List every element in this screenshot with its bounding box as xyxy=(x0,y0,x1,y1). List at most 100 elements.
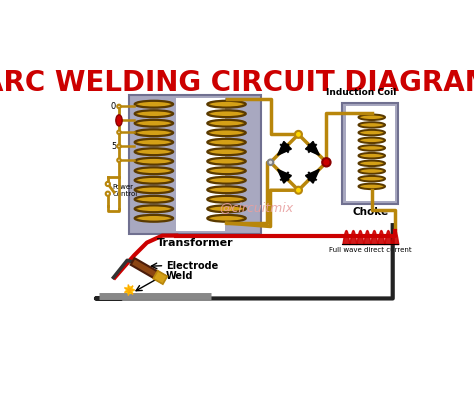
Circle shape xyxy=(106,182,110,186)
Polygon shape xyxy=(306,142,319,156)
Ellipse shape xyxy=(207,149,246,156)
Ellipse shape xyxy=(207,130,246,137)
Ellipse shape xyxy=(207,158,246,165)
Ellipse shape xyxy=(211,169,242,174)
Text: ARC WELDING CIRCUIT DIAGRAM: ARC WELDING CIRCUIT DIAGRAM xyxy=(0,69,474,97)
Text: Full wave direct current: Full wave direct current xyxy=(329,247,412,253)
Ellipse shape xyxy=(135,168,173,175)
Ellipse shape xyxy=(207,187,246,194)
Ellipse shape xyxy=(207,120,246,128)
Circle shape xyxy=(106,192,110,196)
Ellipse shape xyxy=(138,159,170,164)
Ellipse shape xyxy=(361,154,383,158)
Text: 5: 5 xyxy=(111,142,116,151)
Circle shape xyxy=(117,119,121,123)
Ellipse shape xyxy=(207,168,246,175)
Ellipse shape xyxy=(138,140,170,146)
Ellipse shape xyxy=(358,115,385,121)
Circle shape xyxy=(126,287,133,294)
Bar xyxy=(176,99,225,231)
Bar xyxy=(129,95,262,235)
Circle shape xyxy=(117,159,121,162)
Bar xyxy=(342,104,398,205)
Ellipse shape xyxy=(207,111,246,118)
Ellipse shape xyxy=(116,115,122,127)
Ellipse shape xyxy=(207,101,246,108)
Ellipse shape xyxy=(211,140,242,146)
Ellipse shape xyxy=(138,131,170,136)
Ellipse shape xyxy=(138,102,170,107)
Ellipse shape xyxy=(135,206,173,213)
Text: Choke: Choke xyxy=(352,207,388,217)
Ellipse shape xyxy=(361,177,383,181)
Ellipse shape xyxy=(361,139,383,143)
Text: Electrode: Electrode xyxy=(166,260,218,270)
Ellipse shape xyxy=(138,197,170,203)
Ellipse shape xyxy=(135,177,173,184)
Text: Induction Coil: Induction Coil xyxy=(326,88,396,97)
Ellipse shape xyxy=(358,169,385,174)
Bar xyxy=(346,107,395,201)
Ellipse shape xyxy=(138,121,170,127)
Circle shape xyxy=(322,159,330,167)
Ellipse shape xyxy=(361,146,383,151)
Ellipse shape xyxy=(138,178,170,183)
Polygon shape xyxy=(306,170,319,184)
Ellipse shape xyxy=(361,170,383,174)
Ellipse shape xyxy=(358,154,385,159)
Ellipse shape xyxy=(211,207,242,212)
Ellipse shape xyxy=(135,149,173,156)
Ellipse shape xyxy=(358,123,385,128)
Ellipse shape xyxy=(211,178,242,183)
Ellipse shape xyxy=(361,116,383,120)
Text: Weld: Weld xyxy=(166,271,193,281)
Ellipse shape xyxy=(135,187,173,194)
Text: 0: 0 xyxy=(111,102,116,111)
Text: @circuitmix: @circuitmix xyxy=(219,200,293,213)
Ellipse shape xyxy=(135,140,173,146)
Ellipse shape xyxy=(135,158,173,165)
Ellipse shape xyxy=(211,150,242,155)
Text: Transformer: Transformer xyxy=(157,237,233,247)
Circle shape xyxy=(295,132,302,138)
Ellipse shape xyxy=(135,130,173,137)
Ellipse shape xyxy=(135,101,173,108)
Ellipse shape xyxy=(138,207,170,212)
Ellipse shape xyxy=(358,131,385,136)
Ellipse shape xyxy=(211,197,242,203)
Circle shape xyxy=(295,187,302,194)
Ellipse shape xyxy=(211,159,242,164)
Ellipse shape xyxy=(358,138,385,144)
Ellipse shape xyxy=(211,216,242,221)
Polygon shape xyxy=(153,271,167,284)
Ellipse shape xyxy=(361,124,383,128)
Ellipse shape xyxy=(211,131,242,136)
Ellipse shape xyxy=(207,140,246,146)
Ellipse shape xyxy=(358,176,385,182)
Ellipse shape xyxy=(138,150,170,155)
Ellipse shape xyxy=(211,121,242,127)
Ellipse shape xyxy=(135,111,173,118)
Ellipse shape xyxy=(138,112,170,117)
Text: Power
Control: Power Control xyxy=(113,184,138,196)
Ellipse shape xyxy=(207,196,246,203)
Ellipse shape xyxy=(358,146,385,151)
Circle shape xyxy=(117,145,121,149)
Ellipse shape xyxy=(207,206,246,213)
Circle shape xyxy=(117,105,121,109)
Ellipse shape xyxy=(361,185,383,189)
Ellipse shape xyxy=(361,162,383,166)
Ellipse shape xyxy=(135,120,173,128)
Circle shape xyxy=(117,131,121,135)
Ellipse shape xyxy=(138,216,170,221)
Ellipse shape xyxy=(207,215,246,222)
Ellipse shape xyxy=(211,188,242,193)
Ellipse shape xyxy=(138,188,170,193)
Ellipse shape xyxy=(358,184,385,190)
Ellipse shape xyxy=(358,161,385,167)
Ellipse shape xyxy=(207,177,246,184)
Polygon shape xyxy=(278,142,292,156)
Ellipse shape xyxy=(135,196,173,203)
Ellipse shape xyxy=(211,112,242,117)
Polygon shape xyxy=(278,170,292,184)
